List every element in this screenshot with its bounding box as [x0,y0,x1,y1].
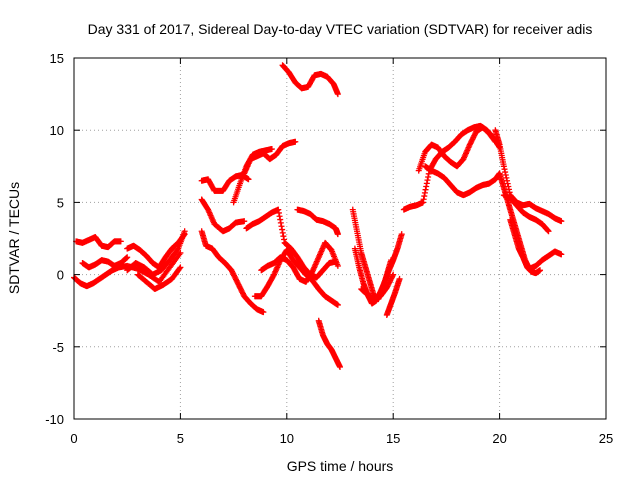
data-point [124,254,131,261]
data-point [396,275,403,282]
series-s15 [294,206,341,238]
y-axis-title: SDTVAR / TECUs [6,182,22,294]
data-point [558,251,565,258]
axis-ticks: 0 5 10 15 20 25 -10 -5 0 5 10 15 [45,51,613,446]
data-point [181,228,188,235]
data-point [177,249,184,256]
data-point [337,364,343,371]
series-s14 [258,239,341,285]
data-point [334,301,341,308]
x-tick-label: 25 [599,431,613,446]
x-tick-label: 0 [70,431,77,446]
y-tick-label: 0 [57,268,64,283]
series-s11 [241,138,299,177]
y-tick-label: 15 [50,51,64,66]
data-point [241,218,248,225]
x-axis-title: GPS time / hours [287,458,394,474]
data-point [545,228,552,235]
series-s05 [124,228,188,278]
series-s25 [492,127,565,225]
data-point [268,145,275,152]
data-point [176,265,183,272]
data-point [537,267,544,274]
data-point [177,264,184,271]
y-tick-label: 5 [57,195,64,210]
x-tick-label: 5 [177,431,184,446]
data-point [334,231,341,238]
series-s06 [134,264,184,293]
series-s24 [415,124,499,174]
data-point [292,138,299,145]
chart-title: Day 331 of 2017, Sidereal Day-to-day VTE… [88,21,593,37]
series-s12 [243,206,339,281]
data-point [390,271,397,278]
series-s02 [73,234,124,251]
y-tick-label: -5 [52,340,64,355]
data-point [117,238,124,245]
grid [74,58,606,419]
series-s17 [315,317,343,371]
data-markers [71,62,565,371]
y-tick-label: -10 [45,412,64,427]
data-point [245,176,252,183]
x-tick-label: 15 [386,431,400,446]
data-point [558,218,565,225]
series-s08 [198,196,248,235]
series-s28 [507,216,544,277]
series-s03 [79,254,131,271]
plot-frame [73,57,607,420]
y-tick-label: 10 [50,123,64,138]
x-tick-label: 10 [280,431,294,446]
series-s20 [358,271,397,303]
series-s27 [500,192,552,235]
data-point [260,309,267,316]
x-tick-label: 20 [492,431,506,446]
series-s09 [198,228,267,316]
series-s04 [124,231,188,271]
data-point [398,231,405,238]
data-point [334,262,341,269]
data-point [334,91,341,98]
series-s16 [279,62,341,98]
series-s21 [383,275,403,319]
